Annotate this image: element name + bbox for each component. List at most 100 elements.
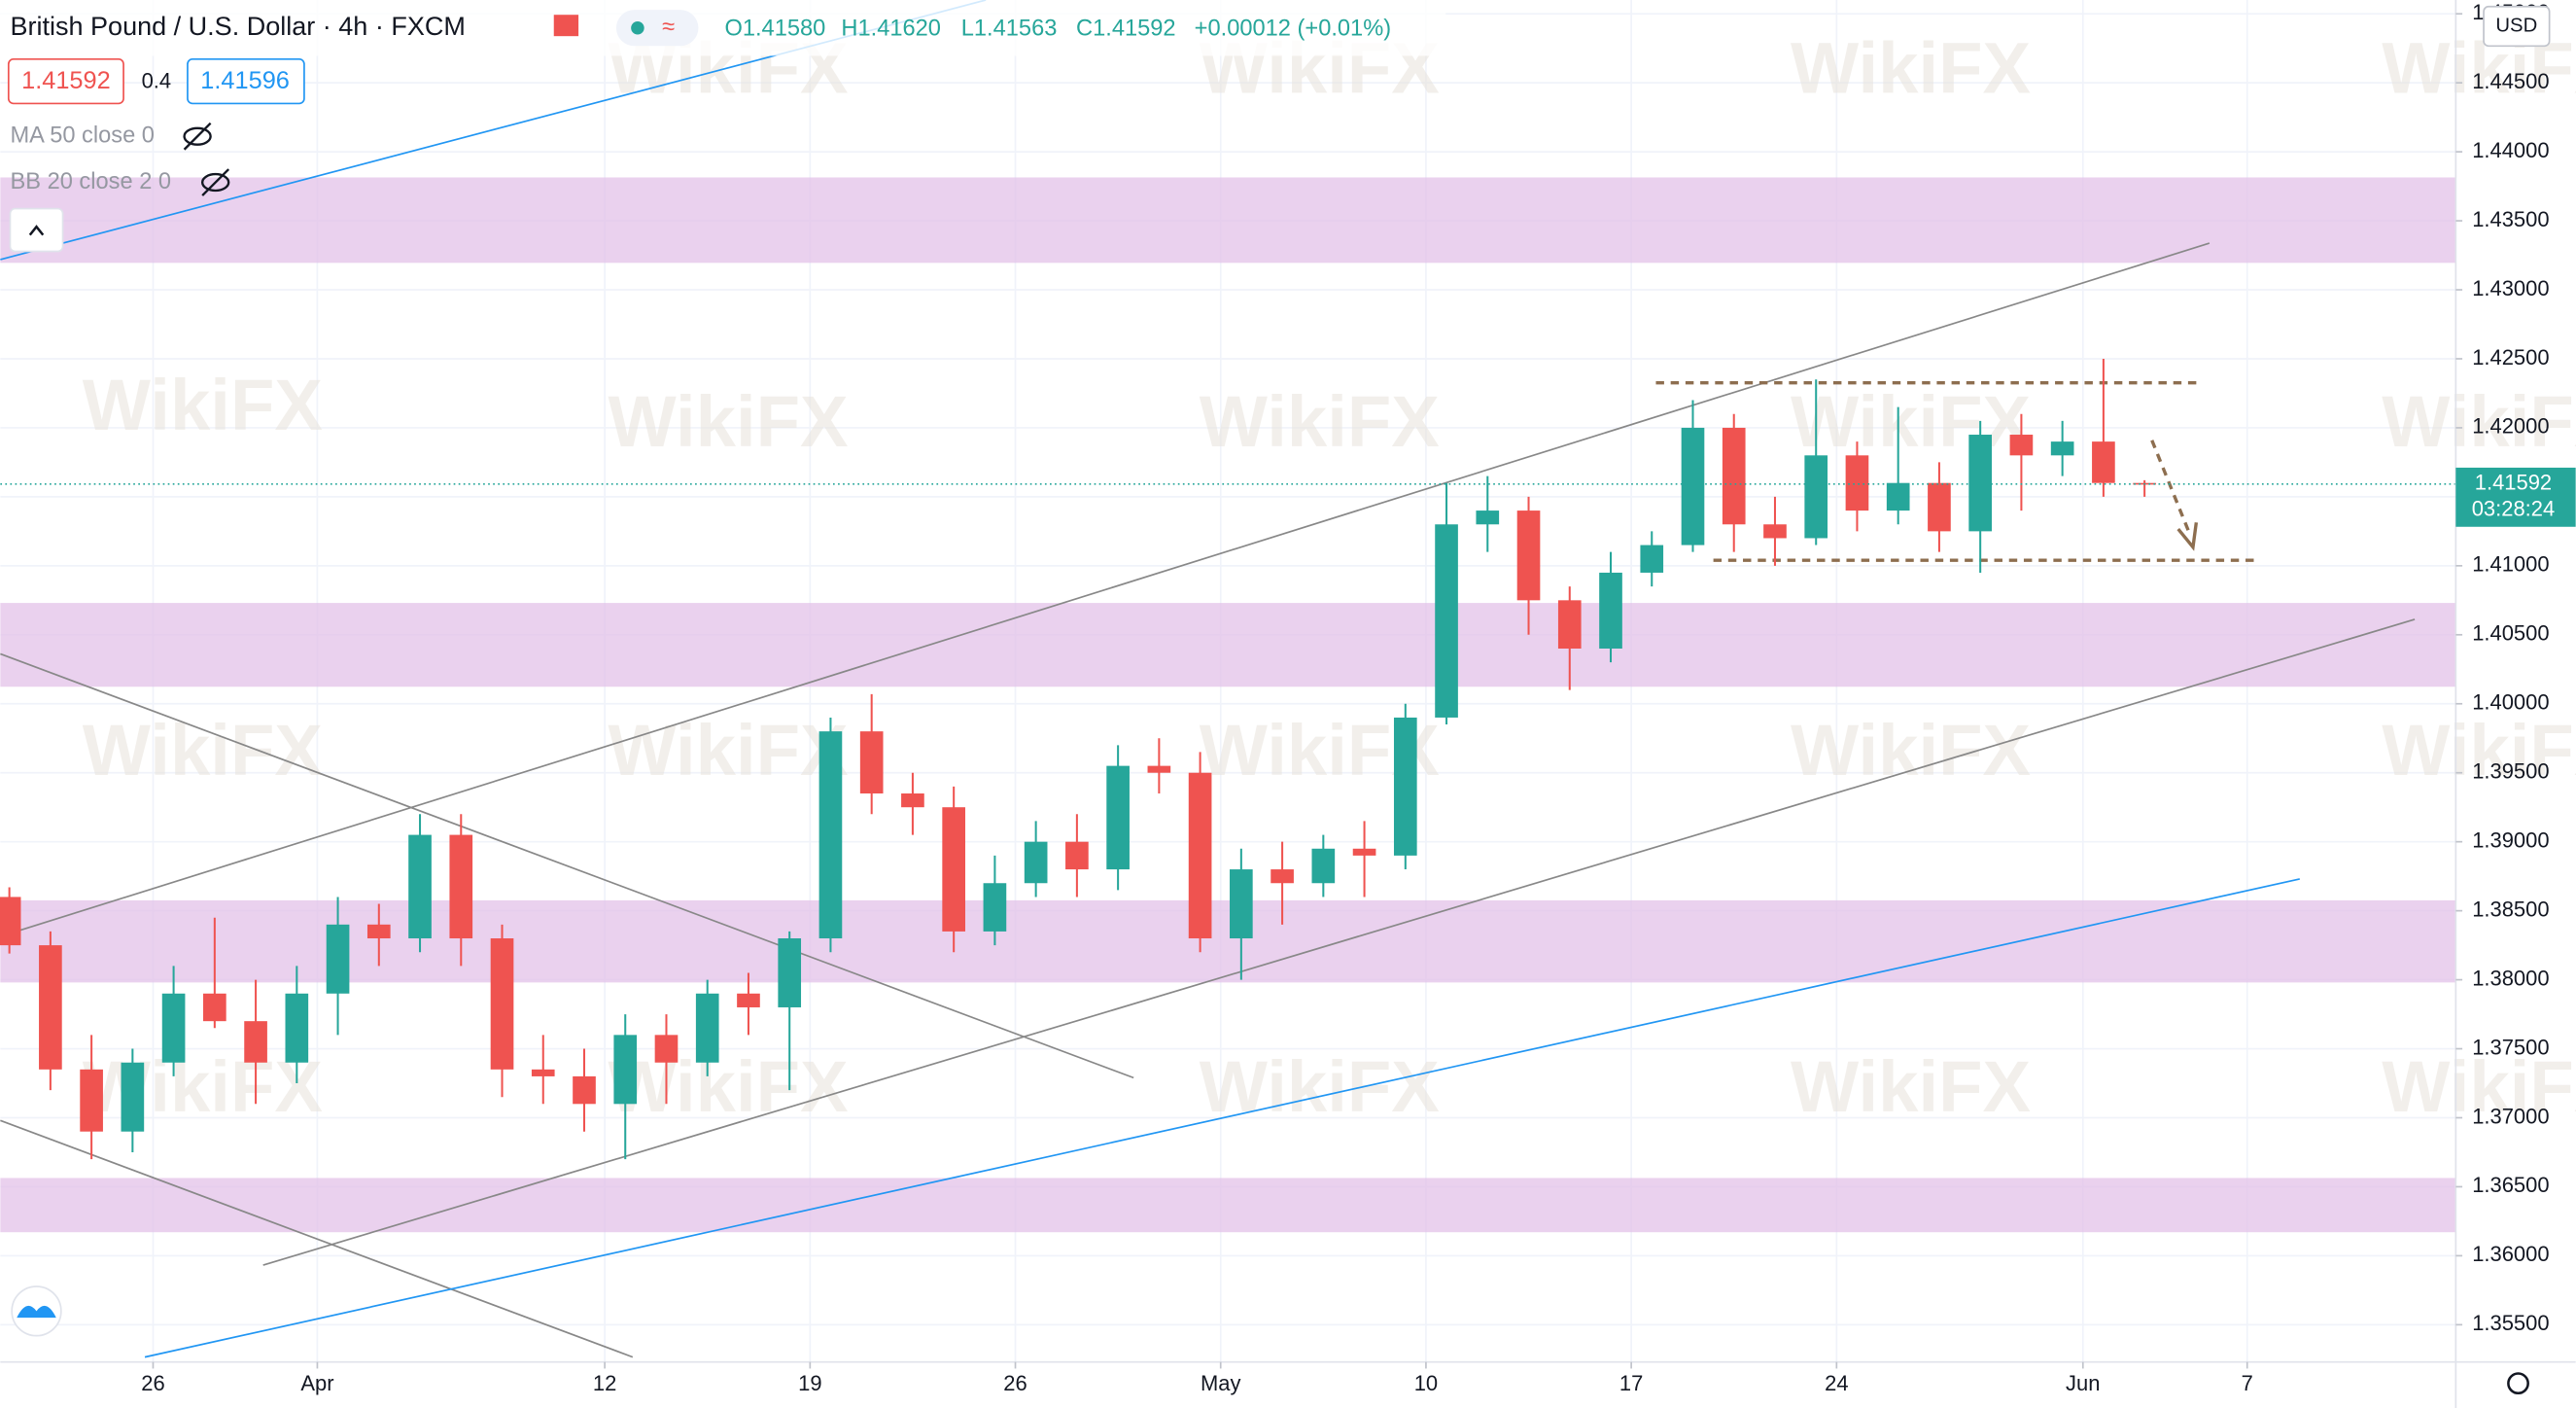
x-tick-label: Jun — [2066, 1371, 2100, 1395]
logo-mark — [17, 1305, 56, 1319]
watermark: WikiFX — [83, 710, 323, 791]
eye-slash — [183, 122, 212, 151]
y-tick-label: 1.37500 — [2472, 1035, 2549, 1059]
arrow-head — [2176, 522, 2199, 551]
candle-body — [1230, 869, 1253, 939]
trendlines — [0, 0, 2416, 1358]
indicator: BB 20 close 2 0 — [10, 169, 171, 194]
eye-icon[interactable] — [200, 172, 230, 193]
candle-body — [1968, 435, 1992, 532]
currency: USD — [2495, 15, 2537, 36]
y-tick-label: 1.36500 — [2472, 1173, 2549, 1197]
axes: 1.35500 1.36000 1.36500 1.37000 1.37500 1.380… — [141, 0, 2576, 1395]
settings-icon[interactable] — [2507, 1372, 2529, 1395]
candle-body — [2009, 435, 2034, 456]
x-tick-label: 26 — [1003, 1371, 1027, 1395]
status-pill — [615, 10, 699, 47]
y-tick-label: 1.41000 — [2472, 552, 2549, 577]
candle-body — [161, 993, 186, 1063]
candle-body — [1640, 545, 1664, 573]
watermark: WikiFX — [608, 1046, 848, 1127]
candle-body — [1435, 524, 1458, 718]
arrow — [2150, 440, 2192, 535]
price-label-bg — [2455, 467, 2576, 527]
y-tick-label: 1.38500 — [2472, 897, 2549, 921]
watermark: WikiFX — [1791, 381, 2031, 462]
y-tick-label: 1.43000 — [2472, 276, 2549, 300]
candle-body — [1147, 765, 1171, 773]
candle-body — [326, 924, 350, 994]
zone — [0, 603, 2456, 687]
candle-body — [983, 883, 1007, 932]
candle-body — [778, 938, 802, 1007]
candle-body — [1065, 841, 1089, 870]
watermarks: WikiFX WikiFX WikiFX WikiFX WikiFX WikiFX Wiki… — [83, 28, 2576, 1128]
trendline — [262, 618, 2416, 1266]
x-tick-label: 12 — [593, 1371, 616, 1395]
eye-slash — [201, 168, 230, 196]
y-tick-label: 1.38000 — [2472, 966, 2549, 990]
candle-body — [366, 924, 391, 939]
candle-body — [1763, 524, 1787, 539]
eye-icon[interactable] — [183, 126, 212, 146]
candle-body — [531, 1069, 555, 1076]
candle-body — [1311, 848, 1336, 884]
collapse-button[interactable] — [9, 207, 64, 253]
x-tick-label: 7 — [2242, 1371, 2253, 1395]
watermark: WikiFX — [608, 710, 848, 791]
zones — [0, 177, 2456, 1233]
candle-body — [901, 793, 924, 808]
ohlc-value: H1.41620 — [841, 17, 941, 42]
candle-body — [2092, 441, 2115, 483]
candle-body — [1352, 848, 1376, 856]
watermark: WikiFX — [2382, 1046, 2576, 1127]
y-tick-label: 1.36000 — [2472, 1242, 2549, 1266]
candle-body — [859, 731, 884, 794]
candle-body — [1271, 869, 1294, 884]
watermark: WikiFX — [608, 381, 848, 462]
flag[interactable] — [553, 15, 579, 37]
chevron — [28, 225, 45, 236]
y-tick-label: 1.40500 — [2472, 621, 2549, 646]
ohlc: O1.41580 H1.41620 L1.41563 C1.41592 +0.00012… — [724, 17, 1391, 42]
header-bg — [0, 0, 1446, 56]
candle-body — [203, 993, 226, 1022]
zone — [0, 899, 2456, 983]
watermark: WikiFX — [1791, 710, 2031, 791]
candle-body — [1804, 455, 1828, 539]
symbol-title: British Pound / U.S. Dollar · 4h · FXCM — [10, 12, 465, 41]
candle-body — [1024, 841, 1048, 884]
y-tick-label: 1.42500 — [2472, 345, 2549, 370]
candle-body — [0, 897, 21, 946]
watermark: WikiFX — [2382, 710, 2576, 791]
candle-body — [654, 1035, 679, 1063]
x-tick-label: May — [1201, 1371, 1240, 1395]
candle-body — [1599, 572, 1622, 649]
y-tick-label: 1.39500 — [2472, 759, 2549, 784]
candle-body — [1476, 510, 1500, 525]
y-tick-label: 1.39000 — [2472, 827, 2549, 852]
x-tick-label: 10 — [1414, 1371, 1438, 1395]
trendline — [144, 878, 2300, 1358]
ohlc-value: L1.41563 — [961, 17, 1058, 42]
candle-body — [408, 834, 432, 939]
candle-body — [1516, 510, 1541, 601]
candle-body — [1106, 765, 1130, 870]
candle-body — [2050, 441, 2074, 456]
ask-box[interactable] — [187, 57, 305, 105]
candle-body — [1928, 482, 1951, 532]
y-tick-label: 1.44000 — [2472, 138, 2549, 162]
watermark: WikiFX — [1791, 28, 2031, 109]
x-tick-label: 17 — [1619, 1371, 1643, 1395]
candle-body — [1722, 427, 1746, 525]
candle-body — [80, 1069, 103, 1132]
bid-box[interactable] — [7, 57, 124, 105]
currency-box[interactable] — [2483, 5, 2551, 48]
candles — [0, 358, 2456, 1160]
status-icon: ≈ — [662, 15, 675, 40]
y-tick-label: 1.44500 — [2472, 69, 2549, 93]
y-tick-label: 1.42000 — [2472, 414, 2549, 439]
candle-body — [1681, 427, 1705, 546]
change: +0.00012 (+0.01%) — [1195, 17, 1391, 42]
